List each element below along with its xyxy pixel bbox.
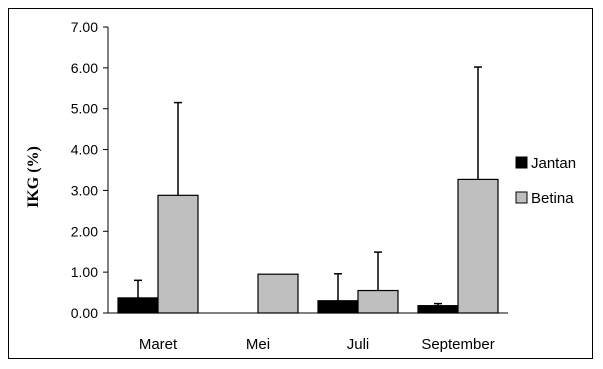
y-axis-title: IKG (%) bbox=[25, 146, 42, 208]
x-axis-category-labels: Maret Mei Juli September bbox=[139, 336, 495, 353]
y-tick-label: 2.00 bbox=[71, 223, 98, 239]
bar-betina-mei bbox=[257, 273, 299, 314]
x-category-label: Mei bbox=[246, 336, 270, 353]
bar-jantan-juli bbox=[317, 300, 359, 314]
y-tick-label: 7.00 bbox=[71, 19, 98, 35]
legend: Jantan Betina bbox=[515, 155, 576, 207]
y-tick-label: 4.00 bbox=[71, 142, 98, 158]
bars bbox=[117, 66, 499, 314]
legend-label-jantan: Jantan bbox=[531, 155, 576, 172]
legend-label-betina: Betina bbox=[531, 190, 574, 207]
x-category-label: Maret bbox=[139, 336, 178, 353]
y-axis-ticks: 0.00 1.00 2.00 3.00 4.00 5.00 6.00 7.00 bbox=[71, 19, 108, 321]
bar-betina-juli bbox=[357, 289, 399, 314]
bar-jantan-september bbox=[417, 305, 459, 314]
y-tick-label: 1.00 bbox=[71, 264, 98, 280]
bar-betina-september bbox=[457, 178, 499, 314]
y-tick-label: 6.00 bbox=[71, 60, 98, 76]
axes bbox=[107, 27, 508, 314]
y-tick-label: 0.00 bbox=[71, 305, 98, 321]
bar-betina-maret bbox=[157, 194, 199, 314]
legend-swatch-betina bbox=[515, 191, 528, 204]
legend-swatch-jantan bbox=[515, 156, 528, 169]
bar-jantan-maret bbox=[117, 297, 159, 314]
x-category-label: September bbox=[421, 336, 494, 353]
y-tick-label: 3.00 bbox=[71, 182, 98, 198]
x-category-label: Juli bbox=[347, 336, 370, 353]
y-tick-label: 5.00 bbox=[71, 101, 98, 117]
